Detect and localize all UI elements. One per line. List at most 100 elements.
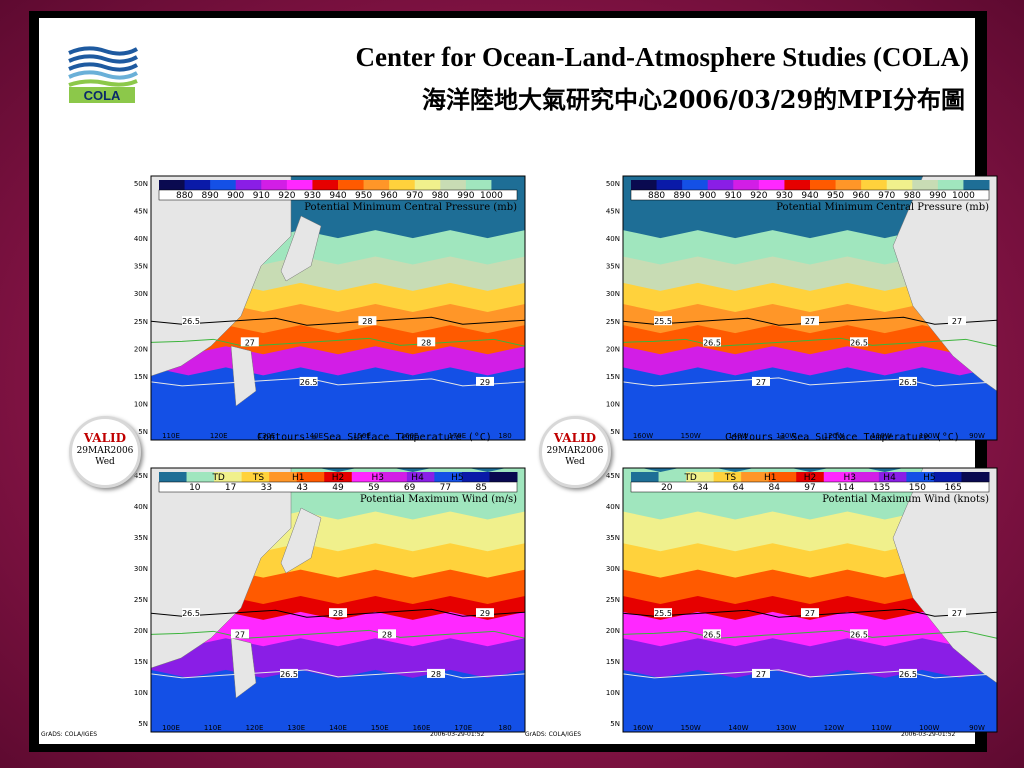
colorbar-swatch <box>269 472 298 482</box>
lat-tick-label: 40N <box>134 235 148 243</box>
lon-tick-label: 140E <box>305 432 323 440</box>
lon-tick-label: 160W <box>633 432 653 440</box>
sst-contour <box>151 316 525 326</box>
colorbar-label: 69 <box>404 483 416 493</box>
colorbar-label: 900 <box>699 191 716 201</box>
contour-label: 27 <box>805 317 815 326</box>
lon-tick-label: 150W <box>681 724 701 732</box>
lat-tick-label: 20N <box>606 627 620 635</box>
colorbar-swatch <box>261 180 288 190</box>
japan-landmass <box>280 507 322 574</box>
colorbar-label: 970 <box>878 191 895 201</box>
colorbar-swatch <box>713 472 742 482</box>
panel-pressure-east: 25.5 26.5 27 27 26.5 26.5 27 880 890 900 910 920 930… <box>557 156 1007 441</box>
lat-tick-label: 45N <box>606 208 620 216</box>
saffir-category: H5 <box>923 473 936 483</box>
field-band <box>151 669 525 732</box>
logo-text: COLA <box>84 88 121 103</box>
colorbar-label: 930 <box>304 191 321 201</box>
colorbar-label: 990 <box>457 191 474 201</box>
lat-tick-label: 5N <box>138 720 148 728</box>
colorbar-label: 980 <box>432 191 449 201</box>
lat-tick-label: 25N <box>134 596 148 604</box>
lon-tick-label: 160W <box>633 724 653 732</box>
lat-tick-label: 10N <box>606 689 620 697</box>
saffir-category: H4 <box>411 473 424 483</box>
colorbar-swatch <box>631 180 658 190</box>
sst-contour <box>151 377 525 387</box>
panel-title: Potential Maximum Wind (knots) <box>822 494 989 505</box>
colorbar-label: 910 <box>253 191 270 201</box>
colorbar-label: 900 <box>227 191 244 201</box>
colorbar-swatch <box>963 180 990 190</box>
colorbar-label: 920 <box>750 191 767 201</box>
panel-title: Potential Maximum Wind (m/s) <box>360 494 517 505</box>
colorbar-swatch <box>758 180 785 190</box>
lon-tick-label: 140W <box>728 724 748 732</box>
lon-tick-label: 140E <box>329 724 347 732</box>
colorbar-swatch <box>937 180 964 190</box>
colorbar-swatch <box>324 472 353 482</box>
map-field: 25.5 26.5 27 27 26.5 26.5 27 <box>623 468 997 732</box>
colorbar-swatch <box>241 472 270 482</box>
saffir-category: H1 <box>764 473 777 483</box>
lat-tick-label: 20N <box>134 345 148 353</box>
colorbar-label: 880 <box>648 191 665 201</box>
lat-tick-label: 35N <box>606 263 620 271</box>
colorbar-swatch <box>363 180 390 190</box>
colorbar-swatch <box>489 472 518 482</box>
colorbar-label: 135 <box>873 483 890 493</box>
valid-date: 29MAR2006 <box>546 446 604 456</box>
footer-left-2: GrADS: COLA/IGES <box>525 731 582 738</box>
lon-tick-label: 130E <box>258 432 276 440</box>
contour-label: 28 <box>333 609 343 618</box>
contour-label: 25.5 <box>654 609 672 618</box>
lon-tick-label: 120E <box>246 724 264 732</box>
lon-tick-label: 100W <box>919 432 939 440</box>
panel-title: Potential Minimum Central Pressure (mb) <box>776 202 989 213</box>
colorbar-label: 84 <box>768 483 780 493</box>
colorbar-label: 114 <box>837 483 854 493</box>
colorbar-label: 64 <box>733 483 745 493</box>
valid-label: VALID <box>553 431 597 445</box>
map-field: 26.5 27 26.5 28 28 28 29 <box>151 468 525 732</box>
lat-tick-label: 15N <box>606 373 620 381</box>
lat-tick-label: 40N <box>606 235 620 243</box>
wind-colorbar: 10 17 33 43 49 59 69 77 85 TD TS H1 H2 H3 H4 H5 <box>158 472 518 493</box>
colorbar-swatch <box>465 180 492 190</box>
colorbar-label: 165 <box>945 483 962 493</box>
lon-tick-label: 100W <box>919 724 939 732</box>
colorbar-label: 85 <box>475 483 486 493</box>
lat-tick-label: 35N <box>134 534 148 542</box>
lon-tick-label: 120W <box>824 432 844 440</box>
philippines-landmass <box>230 637 257 699</box>
japan-landmass <box>280 215 322 282</box>
map-border <box>150 175 526 441</box>
sst-contour <box>623 669 997 679</box>
contour-label: 27 <box>952 317 962 326</box>
contour-caption-right: Contours = Sea Surface Temperature (°C) <box>725 432 960 443</box>
lat-tick-label: 45N <box>134 208 148 216</box>
lat-tick-label: 50N <box>134 180 148 188</box>
contour-label: 26.5 <box>899 378 917 387</box>
contour-label: 26.5 <box>703 630 721 639</box>
contour-label: 28 <box>421 338 431 347</box>
lat-tick-label: 30N <box>606 290 620 298</box>
contour-label: 26.5 <box>280 670 298 679</box>
lat-tick-label: 25N <box>606 318 620 326</box>
lon-tick-label: 160E <box>413 724 431 732</box>
contour-caption-left: Contours = Sea Surface Temperature (°C) <box>257 432 492 443</box>
contour-label: 28 <box>431 670 441 679</box>
contour-label: 29 <box>480 609 490 618</box>
lat-tick-label: 30N <box>134 565 148 573</box>
lon-tick-label: 120W <box>824 724 844 732</box>
colorbar-label: 59 <box>368 483 380 493</box>
colorbar-swatch <box>810 180 837 190</box>
sst-contour <box>151 669 525 679</box>
sst-contour <box>151 629 525 639</box>
colorbar-label: 880 <box>176 191 193 201</box>
colorbar-swatch <box>414 180 441 190</box>
colorbar-swatch <box>184 180 211 190</box>
colorbar-label: 890 <box>202 191 219 201</box>
contour-label: 25.5 <box>654 317 672 326</box>
